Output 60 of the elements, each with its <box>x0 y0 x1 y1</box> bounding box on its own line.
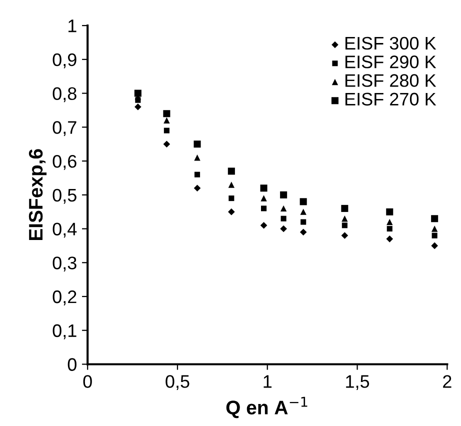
y-tick-label: 0,2 <box>52 290 76 306</box>
point <box>194 172 200 178</box>
point <box>386 218 393 226</box>
y-tick-label: 0,9 <box>52 53 76 68</box>
point <box>194 154 200 161</box>
y-tick-label: 0,4 <box>52 222 77 238</box>
point <box>228 182 235 188</box>
point <box>300 219 306 225</box>
point <box>431 226 438 232</box>
point <box>300 198 307 206</box>
point <box>280 205 287 212</box>
point <box>134 90 142 97</box>
y-tick-label: 0,6 <box>52 154 76 170</box>
point <box>341 232 348 239</box>
point <box>300 228 307 236</box>
y-axis-title: EISFexp,6 <box>28 149 47 240</box>
point <box>431 242 438 250</box>
legend-label: EISF 300 K <box>345 36 436 50</box>
point <box>260 184 268 192</box>
point <box>228 208 235 216</box>
y-tick-label: 0 <box>68 358 76 371</box>
point <box>194 184 201 192</box>
y-tick-label: 0,5 <box>52 188 76 204</box>
y-tick-label: 0,3 <box>52 256 76 272</box>
point <box>386 208 394 216</box>
x-tick-label: 1 <box>264 375 272 388</box>
legend-label: EISF 280 K <box>345 74 436 87</box>
point <box>164 128 170 134</box>
point <box>280 191 288 198</box>
y-tick-label: 0,7 <box>52 121 76 136</box>
y-tick-label: 1 <box>68 20 76 32</box>
point <box>163 140 170 148</box>
x-tick-label: 2 <box>443 375 452 388</box>
legend-label: EISF 270 K <box>345 92 436 106</box>
point <box>280 225 287 232</box>
y-tick-label: 0,8 <box>52 87 76 102</box>
x-tick-label: 0 <box>83 375 92 388</box>
point <box>163 110 170 118</box>
point <box>228 196 234 202</box>
y-tick-label: 0,1 <box>52 324 76 340</box>
point <box>431 215 438 222</box>
point <box>342 215 348 222</box>
point <box>261 206 267 212</box>
point <box>300 208 306 215</box>
x-tick-label: 0,5 <box>166 375 190 390</box>
point <box>228 168 235 175</box>
legend-label: EISF 290 K <box>345 56 436 68</box>
point <box>341 204 348 212</box>
point <box>386 226 392 232</box>
point <box>134 103 142 110</box>
point <box>194 140 201 148</box>
point <box>260 195 267 202</box>
point <box>432 232 438 238</box>
point <box>164 117 170 124</box>
x-tick-label: 1,5 <box>346 375 370 390</box>
point <box>342 222 348 228</box>
point <box>260 222 268 229</box>
x-axis-title: Q en A$^{−1}$ <box>226 396 308 418</box>
point <box>386 236 394 242</box>
point <box>280 216 286 222</box>
